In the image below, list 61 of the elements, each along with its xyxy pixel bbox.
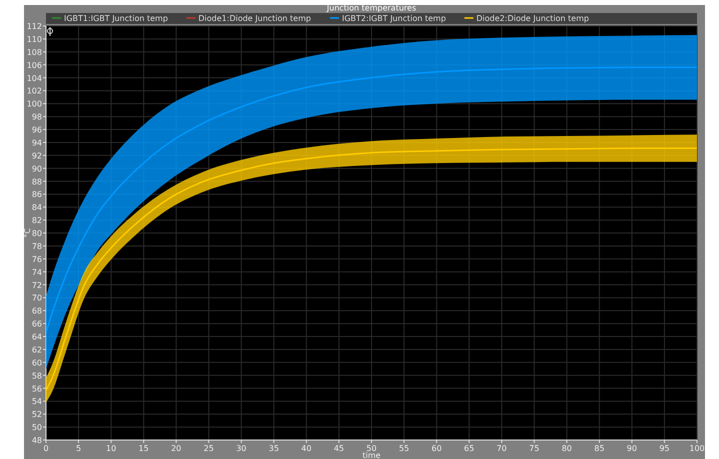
x-tick-label: 30 <box>236 444 246 453</box>
y-tick-label: 74 <box>32 268 42 277</box>
legend-label: IGBT1:IGBT Junction temp <box>64 14 168 23</box>
y-tick-label: 60 <box>32 358 42 368</box>
y-tick-label: 82 <box>32 216 42 226</box>
y-tick-label: 56 <box>32 384 42 394</box>
x-tick-label: 40 <box>301 444 312 453</box>
x-tick-label: 5 <box>76 444 82 453</box>
y-tick-label: 88 <box>32 177 42 186</box>
y-tick-label: 72 <box>32 280 42 290</box>
x-tick-label: 80 <box>562 444 572 453</box>
y-tick-label: 110 <box>26 34 42 44</box>
y-tick-label: 76 <box>32 254 42 264</box>
y-tick-label: 100 <box>26 100 42 109</box>
y-tick-label: 104 <box>26 74 42 83</box>
legend-label: Diode1:Diode Junction temp <box>198 14 311 23</box>
chart-title: Junction temperatures <box>326 4 416 12</box>
y-tick-label: 96 <box>32 126 42 134</box>
y-tick-label: 66 <box>32 320 42 329</box>
y-tick-label: 62 <box>32 345 42 354</box>
y-tick-label: 90 <box>32 164 42 174</box>
y-tick-label: 78 <box>32 242 42 251</box>
y-tick-label: 86 <box>32 190 42 200</box>
y-tick-label: 98 <box>32 112 42 122</box>
x-tick-label: 85 <box>594 444 604 453</box>
y-tick-label: 48 <box>32 436 42 445</box>
x-axis-title: time <box>362 451 381 459</box>
x-tick-label: 60 <box>432 444 442 453</box>
x-tick-label: 95 <box>659 444 670 453</box>
y-tick-label: 84 <box>32 203 42 212</box>
y-tick-label: 54 <box>32 397 42 406</box>
x-tick-label: 100 <box>689 444 705 453</box>
x-tick-label: 0 <box>43 444 49 453</box>
y-tick-label: 80 <box>32 229 42 238</box>
y-tick-label: 68 <box>32 306 42 316</box>
y-tick-label: 92 <box>32 151 42 160</box>
y-tick-label: 108 <box>26 48 42 57</box>
x-tick-label: 35 <box>268 444 279 453</box>
y-tick-label: 102 <box>26 86 42 96</box>
x-tick-label: 25 <box>204 444 214 453</box>
legend-label: IGBT2:IGBT Junction temp <box>342 14 446 23</box>
y-tick-label: 58 <box>32 371 42 380</box>
y-tick-label: 52 <box>32 410 42 420</box>
legend-label: Diode2:Diode Junction temp <box>476 14 589 23</box>
x-tick-label: 15 <box>138 444 149 453</box>
x-tick-label: 10 <box>106 444 116 453</box>
y-axis-title: °C <box>23 228 32 238</box>
x-tick-label: 65 <box>464 444 474 453</box>
x-tick-label: 20 <box>171 444 182 453</box>
y-tick-label: 50 <box>32 423 42 432</box>
x-tick-label: 70 <box>496 444 507 453</box>
y-tick-label: 70 <box>32 294 42 303</box>
x-tick-label: 50 <box>366 444 377 453</box>
y-tick-label: 106 <box>26 60 42 70</box>
x-tick-label: 75 <box>529 444 540 453</box>
x-tick-label: 55 <box>398 444 410 453</box>
y-tick-label: 64 <box>32 332 42 342</box>
x-tick-label: 90 <box>626 444 637 453</box>
y-tick-label: 112 <box>26 22 42 31</box>
x-tick-label: 45 <box>334 444 344 453</box>
y-tick-label: 94 <box>32 138 42 148</box>
